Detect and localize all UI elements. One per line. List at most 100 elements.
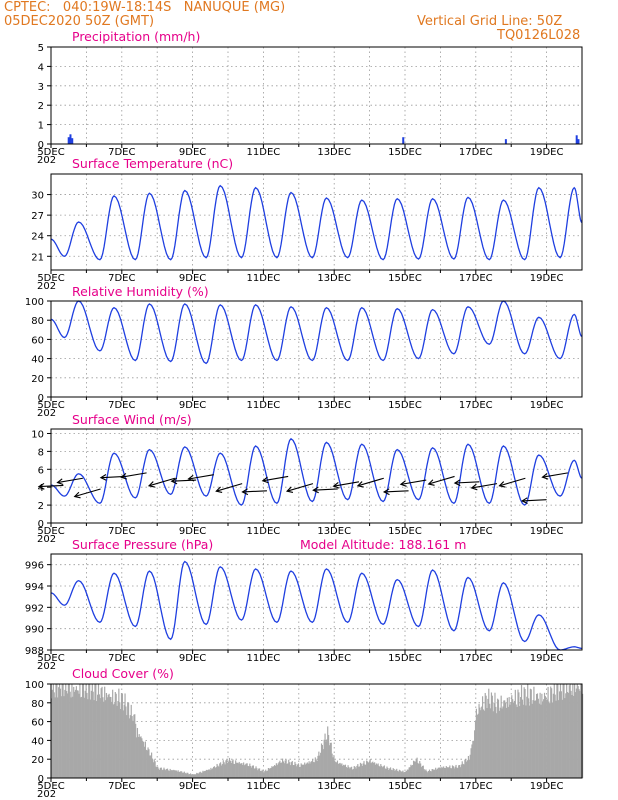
cloud-bar (289, 765, 292, 778)
surface-temperature-nc-xtick-label: 15DEC (388, 273, 422, 284)
cloud-bar (303, 764, 305, 778)
cloud-bar (501, 708, 503, 778)
cloud-bar (499, 707, 501, 778)
cloud-bar (319, 755, 321, 778)
cloud-bar (242, 764, 244, 778)
cloud-bar (473, 740, 475, 778)
cloud-bar (450, 768, 452, 778)
precipitation-mm-h-frame (50, 46, 583, 145)
cloud-bar (415, 758, 417, 778)
cloud-bar (547, 686, 549, 778)
cloud-bar (62, 684, 64, 778)
cloud-bar (143, 741, 145, 778)
cloud-bar (114, 692, 116, 778)
cloud-bar (312, 762, 315, 778)
wind-vector-head (312, 486, 319, 494)
wind-vector (313, 488, 338, 491)
precipitation-mm-h-ytick-label: 0 (38, 140, 44, 151)
cloud-bar (580, 684, 582, 778)
cloud-bar (160, 767, 162, 778)
cloud-bar (161, 770, 163, 778)
cloud-bar (333, 755, 335, 778)
cloud-bar (492, 711, 494, 778)
cloud-bar (207, 769, 209, 778)
surface-pressure-hpa-frame (50, 553, 583, 651)
surface-wind-m-s-ytick-label: 2 (38, 501, 44, 512)
cloud-bar (134, 714, 136, 778)
precipitation-mm-h-xtick-label: 7DEC (108, 147, 135, 158)
cloud-bar (272, 767, 274, 778)
cloud-bar (389, 768, 391, 778)
cloud-bar (66, 690, 68, 778)
cloud-bar (462, 763, 464, 778)
cloud-bar (546, 699, 548, 778)
cloud-bar (138, 734, 140, 778)
cloud-bar (89, 684, 91, 778)
cloud-bar (343, 765, 346, 778)
cloud-bar (183, 771, 185, 778)
cloud-bar (315, 759, 317, 778)
cloud-bar (59, 688, 62, 778)
cloud-bar (286, 763, 288, 778)
precipitation-mm-h-xtick-label: 9DEC (179, 147, 206, 158)
cloud-bar (571, 695, 573, 778)
cloud-bar (145, 749, 147, 778)
cloud-bar (532, 700, 534, 778)
cloud-bar (300, 763, 302, 778)
surface-temperature-nc-xtick-label: 13DEC (317, 273, 351, 284)
cloud-bar (535, 700, 537, 778)
cloud-bar (89, 699, 92, 778)
cloud-bar (358, 766, 360, 778)
cloud-bar (445, 766, 447, 778)
cloud-bar (402, 770, 404, 778)
cloud-bar (118, 688, 120, 778)
cloud-bar (166, 768, 169, 778)
cloud-bar (505, 702, 507, 778)
cloud-bar (171, 769, 173, 778)
cloud-bar (297, 764, 299, 778)
cloud-cover-ytick-label: 0 (38, 774, 44, 785)
relative-humidity-xtick-label: 7DEC (108, 400, 135, 411)
cloud-bar (534, 700, 536, 778)
cloud-bar (511, 695, 513, 778)
relative-humidity-ytick-label: 80 (31, 316, 44, 327)
cloud-bar (167, 770, 170, 778)
wind-vector-head (170, 477, 178, 485)
cloud-bar (150, 755, 152, 778)
wind-vector-head (120, 473, 128, 480)
cloud-bar (58, 687, 60, 778)
cloud-bar (465, 759, 467, 778)
header-station-line: CPTEC: 040:19W-18:14S NANUQUE (MG) (4, 0, 286, 15)
cloud-bar (390, 769, 393, 778)
cloud-bar (307, 763, 309, 778)
cloud-bar (434, 769, 436, 778)
cloud-bar (577, 686, 579, 778)
cloud-bar (489, 703, 491, 778)
cloud-bar (122, 710, 124, 778)
cloud-bar (520, 685, 523, 778)
cloud-bar (72, 696, 74, 778)
cloud-bar (520, 697, 522, 778)
cloud-bar (381, 767, 384, 778)
relative-humidity-year-stub: 202 (37, 408, 56, 419)
wind-vector (357, 477, 384, 487)
cloud-bar (64, 689, 66, 778)
cloud-bar (235, 762, 238, 778)
cloud-bar (266, 771, 268, 778)
cloud-bar (504, 700, 506, 778)
cloud-bar (257, 770, 259, 778)
cloud-bar (278, 762, 280, 778)
cloud-bar (220, 765, 223, 778)
cloud-bar (189, 774, 191, 778)
cloud-bar (226, 758, 228, 778)
cloud-bar (237, 763, 239, 778)
surface-temperature-nc-xtick-label: 9DEC (179, 273, 206, 284)
cloud-bar (209, 770, 211, 778)
wind-vector-head (332, 481, 340, 489)
cloud-bar (490, 692, 493, 778)
cloud-bar (551, 688, 553, 778)
cloud-bar (507, 706, 509, 778)
cloud-bar (454, 766, 456, 778)
cloud-bar (186, 772, 188, 778)
cloud-bar (284, 760, 286, 778)
